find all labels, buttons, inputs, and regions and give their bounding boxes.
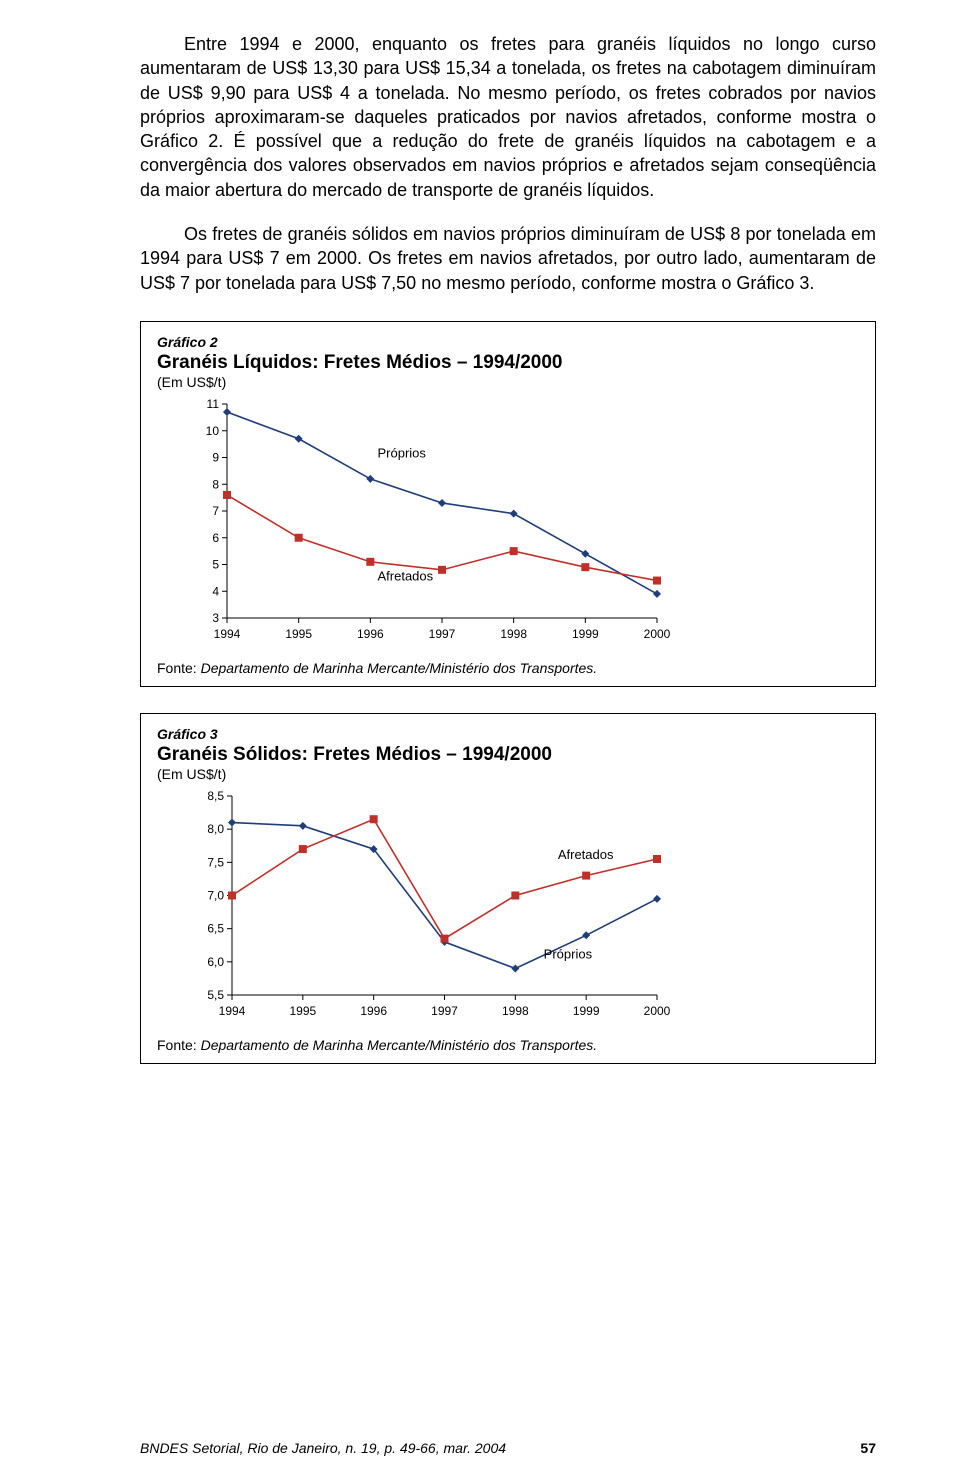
chart-2-marker-afretados xyxy=(581,563,589,571)
chart-3-series-próprios xyxy=(232,823,657,969)
chart-2-marker-afretados xyxy=(366,558,374,566)
paragraph-2: Os fretes de granéis sólidos em navios p… xyxy=(140,222,876,295)
chart-3-xtick-label: 1995 xyxy=(289,1004,316,1018)
chart-2-svg: 3 4 5 6 7 8 9 10 11 1994 1995 1996 1997 1998 1999 2000 P… xyxy=(157,394,677,654)
chart-2-marker-afretados xyxy=(295,534,303,542)
chart-2-xtick-label: 1995 xyxy=(285,627,312,641)
page-footer: BNDES Setorial, Rio de Janeiro, n. 19, p… xyxy=(140,1440,876,1456)
chart-3-ytick-label: 7,5 xyxy=(207,855,224,869)
chart-3-title: Granéis Sólidos: Fretes Médios – 1994/20… xyxy=(157,744,859,766)
chart-3-marker-afretados xyxy=(299,845,307,853)
chart-2-series-label-próprios: Próprios xyxy=(378,445,427,460)
chart-2-marker-próprios xyxy=(653,590,661,598)
chart-2-marker-afretados xyxy=(510,547,518,555)
chart-3-plot: 5,5 6,0 6,5 7,0 7,5 8,0 8,5 1994 1995 1996 1997 199… xyxy=(157,786,859,1031)
chart-3-xtick-label: 1999 xyxy=(573,1004,600,1018)
chart-2-ytick-label: 9 xyxy=(212,450,219,464)
paragraph-1: Entre 1994 e 2000, enquanto os fretes pa… xyxy=(140,32,876,202)
chart-3-label: Gráfico 3 xyxy=(157,726,859,742)
chart-2-xtick-label: 1996 xyxy=(357,627,384,641)
chart-3-ytick-label: 7,0 xyxy=(207,888,224,902)
chart-2-marker-afretados xyxy=(438,566,446,574)
chart-3-svg: 5,5 6,0 6,5 7,0 7,5 8,0 8,5 1994 1995 1996 1997 199… xyxy=(157,786,677,1031)
chart-3-source-prefix: Fonte: xyxy=(157,1037,201,1053)
chart-2-ytick-label: 11 xyxy=(207,397,220,411)
chart-2-marker-próprios xyxy=(510,510,518,518)
chart-3-marker-próprios xyxy=(511,964,519,972)
chart-2-box: Gráfico 2 Granéis Líquidos: Fretes Médio… xyxy=(140,321,876,687)
chart-3-xtick-label: 1996 xyxy=(360,1004,387,1018)
chart-3-source: Fonte: Departamento de Marinha Mercante/… xyxy=(157,1037,859,1053)
chart-2-xtick-label: 1997 xyxy=(429,627,456,641)
chart-2-ytick-label: 10 xyxy=(206,424,220,438)
chart-2-source: Fonte: Departamento de Marinha Mercante/… xyxy=(157,660,859,676)
chart-2-ytick-label: 8 xyxy=(212,477,219,491)
chart-2-label: Gráfico 2 xyxy=(157,334,859,350)
chart-2-source-italic: Departamento de Marinha Mercante/Ministé… xyxy=(201,660,598,676)
chart-3-source-italic: Departamento de Marinha Mercante/Ministé… xyxy=(201,1037,598,1053)
chart-3-ytick-label: 6,0 xyxy=(207,955,224,969)
chart-2-marker-próprios xyxy=(581,550,589,558)
chart-3-marker-afretados xyxy=(441,935,449,943)
chart-2-ytick-label: 7 xyxy=(212,504,219,518)
chart-3-marker-afretados xyxy=(582,872,590,880)
chart-2-marker-próprios xyxy=(438,499,446,507)
chart-3-series-afretados xyxy=(232,819,657,938)
chart-3-box: Gráfico 3 Granéis Sólidos: Fretes Médios… xyxy=(140,713,876,1064)
chart-2-xtick-label: 1998 xyxy=(500,627,527,641)
chart-2-plot: 3 4 5 6 7 8 9 10 11 1994 1995 1996 1997 1998 1999 2000 P… xyxy=(157,394,859,654)
chart-3-ytick-label: 8,0 xyxy=(207,822,224,836)
chart-3-xtick-label: 2000 xyxy=(644,1004,671,1018)
chart-2-series-label-afretados: Afretados xyxy=(378,569,434,584)
page: Entre 1994 e 2000, enquanto os fretes pa… xyxy=(0,0,960,1480)
chart-2-ytick-label: 3 xyxy=(212,611,219,625)
chart-2-marker-afretados xyxy=(223,491,231,499)
chart-3-xtick-label: 1997 xyxy=(431,1004,458,1018)
footer-page-number: 57 xyxy=(860,1440,876,1456)
chart-3-marker-afretados xyxy=(511,891,519,899)
chart-2-source-prefix: Fonte: xyxy=(157,660,201,676)
chart-3-xtick-label: 1998 xyxy=(502,1004,529,1018)
chart-3-marker-próprios xyxy=(653,895,661,903)
chart-2-marker-próprios xyxy=(366,475,374,483)
chart-2-marker-próprios xyxy=(295,435,303,443)
chart-3-series-label-afretados: Afretados xyxy=(558,847,614,862)
chart-3-series-label-próprios: Próprios xyxy=(544,946,593,961)
footer-reference: BNDES Setorial, Rio de Janeiro, n. 19, p… xyxy=(140,1440,506,1456)
chart-3-marker-afretados xyxy=(228,891,236,899)
chart-3-xtick-label: 1994 xyxy=(219,1004,246,1018)
chart-3-marker-próprios xyxy=(582,931,590,939)
chart-2-xtick-label: 1999 xyxy=(572,627,599,641)
chart-2-ytick-label: 5 xyxy=(212,557,219,571)
chart-3-marker-próprios xyxy=(299,822,307,830)
chart-3-ytick-label: 6,5 xyxy=(207,922,224,936)
chart-2-marker-próprios xyxy=(223,408,231,416)
chart-2-ytick-label: 4 xyxy=(212,584,219,598)
chart-3-ytick-label: 5,5 xyxy=(207,988,224,1002)
chart-3-marker-próprios xyxy=(228,819,236,827)
chart-3-ytick-label: 8,5 xyxy=(207,789,224,803)
chart-2-unit: (Em US$/t) xyxy=(157,374,859,390)
chart-3-unit: (Em US$/t) xyxy=(157,766,859,782)
chart-2-xtick-label: 1994 xyxy=(214,627,241,641)
chart-3-marker-afretados xyxy=(370,815,378,823)
chart-3-marker-afretados xyxy=(653,855,661,863)
chart-2-marker-afretados xyxy=(653,577,661,585)
chart-2-ytick-label: 6 xyxy=(212,531,219,545)
chart-2-title: Granéis Líquidos: Fretes Médios – 1994/2… xyxy=(157,352,859,374)
chart-2-xtick-label: 2000 xyxy=(644,627,671,641)
